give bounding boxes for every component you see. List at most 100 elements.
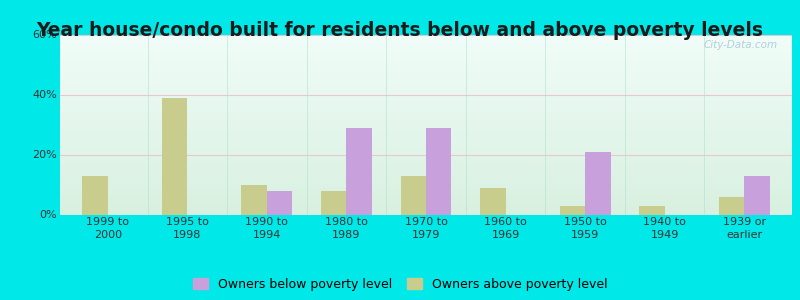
Bar bbox=[60, 139, 792, 141]
Bar bbox=[60, 103, 792, 105]
Bar bbox=[60, 202, 792, 204]
Bar bbox=[267, 190, 292, 214]
Text: City-Data.com: City-Data.com bbox=[703, 40, 778, 50]
Bar bbox=[60, 130, 792, 132]
Bar bbox=[60, 204, 792, 206]
Bar bbox=[60, 108, 792, 110]
Bar bbox=[60, 207, 792, 209]
Bar bbox=[60, 126, 792, 128]
Bar bbox=[60, 177, 792, 178]
Bar bbox=[60, 110, 792, 112]
Bar bbox=[60, 74, 792, 76]
Bar bbox=[60, 160, 792, 162]
Bar bbox=[60, 132, 792, 134]
Bar bbox=[60, 142, 792, 144]
Bar bbox=[60, 206, 792, 207]
Bar bbox=[60, 123, 792, 124]
Bar bbox=[60, 166, 792, 168]
Bar bbox=[60, 61, 792, 63]
Bar bbox=[82, 176, 108, 214]
Bar bbox=[585, 152, 610, 214]
Bar bbox=[60, 213, 792, 214]
Bar bbox=[60, 121, 792, 123]
Bar bbox=[60, 184, 792, 186]
Bar bbox=[60, 155, 792, 157]
Bar bbox=[60, 159, 792, 161]
Bar bbox=[60, 186, 792, 188]
Bar bbox=[60, 101, 792, 103]
Bar bbox=[60, 191, 792, 193]
Bar bbox=[60, 80, 792, 81]
Bar bbox=[60, 152, 792, 153]
Bar bbox=[60, 90, 792, 92]
Bar bbox=[60, 114, 792, 116]
Bar bbox=[60, 178, 792, 180]
Bar bbox=[60, 193, 792, 195]
Bar bbox=[60, 189, 792, 191]
Bar bbox=[60, 117, 792, 119]
Legend: Owners below poverty level, Owners above poverty level: Owners below poverty level, Owners above… bbox=[193, 278, 607, 291]
Bar bbox=[60, 99, 792, 101]
Bar bbox=[60, 173, 792, 175]
Bar bbox=[60, 141, 792, 142]
Bar bbox=[744, 176, 770, 214]
Bar bbox=[60, 188, 792, 189]
Bar bbox=[60, 128, 792, 130]
Bar bbox=[60, 87, 792, 88]
Bar bbox=[60, 200, 792, 202]
Bar bbox=[242, 184, 267, 214]
Bar bbox=[60, 54, 792, 56]
Bar bbox=[60, 135, 792, 137]
Bar bbox=[60, 171, 792, 173]
Bar bbox=[60, 60, 792, 61]
Bar bbox=[60, 34, 792, 36]
Bar bbox=[60, 211, 792, 213]
Bar bbox=[60, 94, 792, 96]
Bar bbox=[60, 83, 792, 85]
Bar bbox=[60, 164, 792, 166]
Bar bbox=[60, 144, 792, 146]
Bar bbox=[60, 105, 792, 106]
Bar bbox=[60, 78, 792, 80]
Bar bbox=[60, 124, 792, 126]
Bar bbox=[60, 63, 792, 65]
Bar bbox=[60, 81, 792, 83]
Bar bbox=[60, 175, 792, 177]
Bar bbox=[60, 88, 792, 90]
Bar bbox=[60, 76, 792, 78]
Bar bbox=[60, 150, 792, 152]
Bar bbox=[60, 157, 792, 159]
Bar bbox=[60, 65, 792, 67]
Bar bbox=[60, 134, 792, 135]
Bar bbox=[60, 40, 792, 42]
Bar bbox=[60, 146, 792, 148]
Bar bbox=[60, 92, 792, 94]
Bar bbox=[60, 137, 792, 139]
Bar bbox=[60, 195, 792, 197]
Bar bbox=[60, 209, 792, 211]
Bar bbox=[60, 96, 792, 98]
Bar bbox=[60, 70, 792, 72]
Bar bbox=[60, 52, 792, 54]
Bar bbox=[426, 128, 451, 214]
Bar bbox=[60, 42, 792, 43]
Bar bbox=[60, 168, 792, 169]
Bar bbox=[60, 98, 792, 99]
Bar bbox=[719, 196, 744, 214]
Bar bbox=[480, 188, 506, 214]
Bar bbox=[60, 112, 792, 114]
Bar bbox=[60, 198, 792, 200]
Bar bbox=[60, 58, 792, 60]
Bar bbox=[162, 98, 187, 214]
Bar bbox=[60, 196, 792, 198]
Bar bbox=[60, 106, 792, 108]
Bar bbox=[60, 44, 792, 45]
Bar bbox=[60, 67, 792, 69]
Bar bbox=[60, 182, 792, 184]
Bar bbox=[60, 72, 792, 74]
Bar bbox=[401, 176, 426, 214]
Bar bbox=[60, 119, 792, 121]
Text: Year house/condo built for residents below and above poverty levels: Year house/condo built for residents bel… bbox=[37, 21, 763, 40]
Bar bbox=[60, 180, 792, 182]
Bar bbox=[60, 153, 792, 155]
